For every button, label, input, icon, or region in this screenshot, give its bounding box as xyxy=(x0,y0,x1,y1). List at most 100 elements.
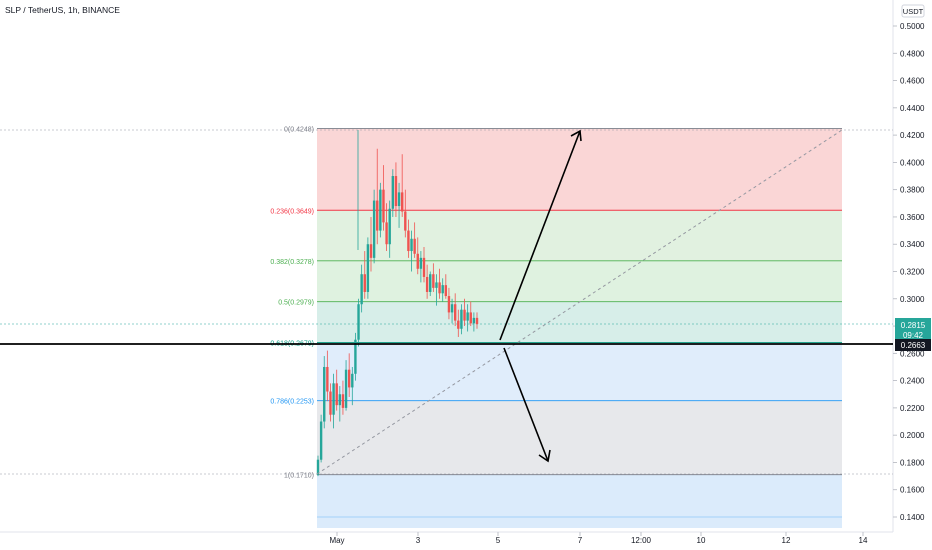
candle-body xyxy=(435,282,438,288)
down-arrowhead-icon xyxy=(538,449,551,463)
candle-body xyxy=(425,276,429,292)
fib-level-label: 0.786(0.2253) xyxy=(270,399,314,406)
candle-body xyxy=(369,244,373,258)
price-axis[interactable]: 0.5000 0.4800 0.4600 0.4400 0.4200 0.4000 0.38… xyxy=(893,22,925,522)
time-tick-label: May xyxy=(329,536,344,545)
candle-body xyxy=(429,274,432,292)
price-tick-label: 0.4000 xyxy=(900,158,925,167)
price-tick-label: 0.4400 xyxy=(900,104,925,113)
fib-zone xyxy=(317,301,842,343)
candlestick-series xyxy=(316,130,479,477)
candle-body xyxy=(323,366,326,422)
candle-body xyxy=(341,394,345,408)
candle-body xyxy=(457,320,460,329)
candle-body xyxy=(450,304,454,313)
fib-level-label: 0(0.4248) xyxy=(284,127,314,134)
price-tick-label: 0.3400 xyxy=(900,240,925,249)
fibonacci-zones[interactable] xyxy=(317,128,842,528)
fib-level-label: 0.382(0.3278) xyxy=(270,259,314,266)
price-tick-label: 0.2400 xyxy=(900,377,925,386)
price-tick-label: 0.1800 xyxy=(900,458,925,467)
candle-body xyxy=(363,274,366,292)
fib-zone xyxy=(317,400,842,475)
bar-countdown: 09:42 xyxy=(903,331,924,340)
candle-body xyxy=(329,391,332,415)
candle-body xyxy=(397,192,401,207)
candle-body xyxy=(441,285,444,294)
candle-body xyxy=(410,238,413,252)
candle-body xyxy=(419,257,423,269)
price-tick-label: 0.5000 xyxy=(900,22,925,31)
fib-level-label: 0.5(0.2979) xyxy=(278,300,314,307)
marked-price-badge: 0.2663 xyxy=(895,339,931,351)
time-axis[interactable]: May 3 5 7 12:00 10 12 14 xyxy=(329,532,868,545)
candle-body xyxy=(475,317,479,325)
projection-arrows[interactable] xyxy=(499,129,582,463)
price-tick-label: 0.2000 xyxy=(900,431,925,440)
candle-body xyxy=(366,244,370,292)
candle-body xyxy=(422,257,426,277)
price-tick-label: 0.1400 xyxy=(900,513,925,522)
candle-body xyxy=(338,394,342,406)
candle-body xyxy=(344,369,348,408)
candle-body xyxy=(385,222,388,245)
down-arrow[interactable] xyxy=(503,347,549,462)
candle-body xyxy=(354,339,357,374)
candle-body xyxy=(372,200,376,258)
price-tick-label: 0.2600 xyxy=(900,349,925,358)
candle-body xyxy=(316,459,320,475)
time-tick-label: 7 xyxy=(578,536,583,545)
time-tick-label: 3 xyxy=(416,536,421,545)
currency-label: USDT xyxy=(903,7,924,16)
price-tick-label: 0.3000 xyxy=(900,295,925,304)
marked-price-value: 0.2663 xyxy=(901,341,926,350)
time-tick-label: 12:00 xyxy=(631,536,652,545)
time-tick-label: 5 xyxy=(496,536,501,545)
candle-body xyxy=(469,312,472,324)
time-tick-label: 14 xyxy=(859,536,868,545)
up-arrowhead-icon xyxy=(570,129,582,142)
candle-body xyxy=(413,238,416,254)
candle-body xyxy=(416,253,419,269)
candle-body xyxy=(388,208,391,245)
fib-zone xyxy=(317,210,842,261)
candle-body xyxy=(444,285,448,297)
price-tick-label: 0.3600 xyxy=(900,213,925,222)
candle-body xyxy=(463,309,466,321)
candle-body xyxy=(400,192,404,212)
candle-body xyxy=(332,383,335,415)
symbol-title: SLP / TetherUS, 1h, BINANCE xyxy=(5,5,120,15)
fib-zone xyxy=(317,342,842,401)
candle-body xyxy=(407,230,410,252)
candle-body xyxy=(466,312,469,321)
candle-body xyxy=(404,211,407,231)
fib-trend-line[interactable] xyxy=(316,129,843,475)
candle-body xyxy=(460,309,463,329)
price-tick-label: 0.4600 xyxy=(900,77,925,86)
candle-body xyxy=(335,383,338,406)
fib-level-label: 0.236(0.3649) xyxy=(270,208,314,215)
fib-zone xyxy=(317,260,842,302)
candle-body xyxy=(382,189,385,223)
candle-body xyxy=(447,296,451,313)
fib-level-label: 1(0.1710) xyxy=(284,473,314,480)
candle-body xyxy=(432,274,435,288)
time-tick-label: 10 xyxy=(697,536,706,545)
up-arrow[interactable] xyxy=(499,130,581,341)
price-tick-label: 0.3200 xyxy=(900,268,925,277)
current-price-value: 0.2815 xyxy=(901,321,926,330)
currency-button[interactable] xyxy=(901,4,925,18)
candle-body xyxy=(326,366,329,392)
current-price-badge: 0.2815 09:42 xyxy=(895,318,931,342)
price-tick-label: 0.4200 xyxy=(900,131,925,140)
candle-body xyxy=(376,200,379,231)
candle-body xyxy=(453,304,457,321)
candle-body xyxy=(472,317,476,324)
candle-body xyxy=(438,282,441,294)
candle-body xyxy=(319,421,323,460)
candle-body xyxy=(351,373,354,388)
fib-zone-extension xyxy=(317,474,842,528)
price-tick-label: 0.3800 xyxy=(900,186,925,195)
candle-body xyxy=(394,176,398,207)
